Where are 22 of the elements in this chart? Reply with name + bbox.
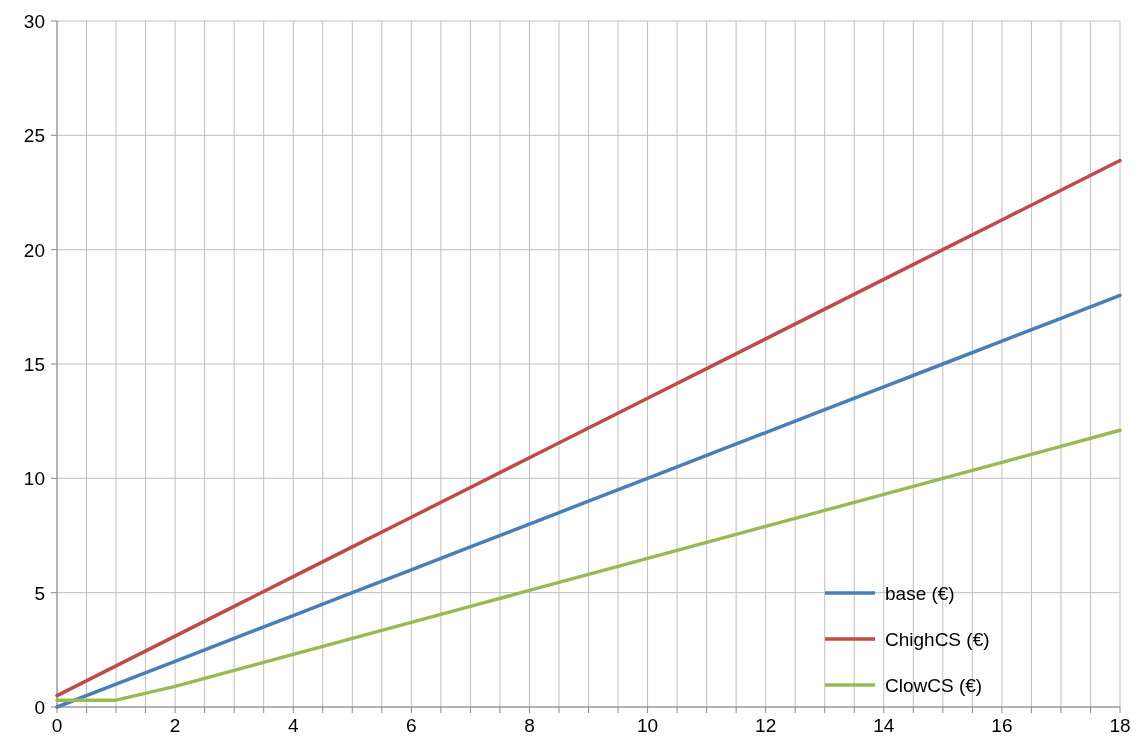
x-tick-label: 2 (169, 715, 181, 736)
x-tick-label: 14 (873, 715, 895, 736)
legend-label: base (€) (885, 583, 955, 604)
y-tick-label: 20 (23, 239, 45, 261)
x-tick-label: 12 (755, 715, 777, 736)
legend-label: ClowCS (€) (885, 675, 983, 696)
y-tick-label: 30 (23, 11, 45, 32)
y-tick-label: 5 (34, 582, 45, 604)
line-series (55, 158, 1122, 698)
x-tick-label: 4 (287, 715, 299, 736)
x-tick-label: 16 (991, 715, 1013, 736)
legend-label: ChighCS (€) (885, 629, 990, 650)
x-tick-label: 8 (524, 715, 535, 736)
x-tick-label: 6 (406, 715, 417, 736)
x-tick-label: 18 (1109, 715, 1131, 736)
y-tick-label: 25 (23, 125, 45, 147)
y-tick-label: 0 (34, 697, 45, 718)
x-tick-label: 0 (51, 715, 63, 736)
y-tick-label: 10 (23, 468, 45, 490)
x-tick-label: 10 (636, 715, 659, 736)
y-tick-label: 15 (23, 354, 45, 375)
line-series (55, 428, 1122, 702)
